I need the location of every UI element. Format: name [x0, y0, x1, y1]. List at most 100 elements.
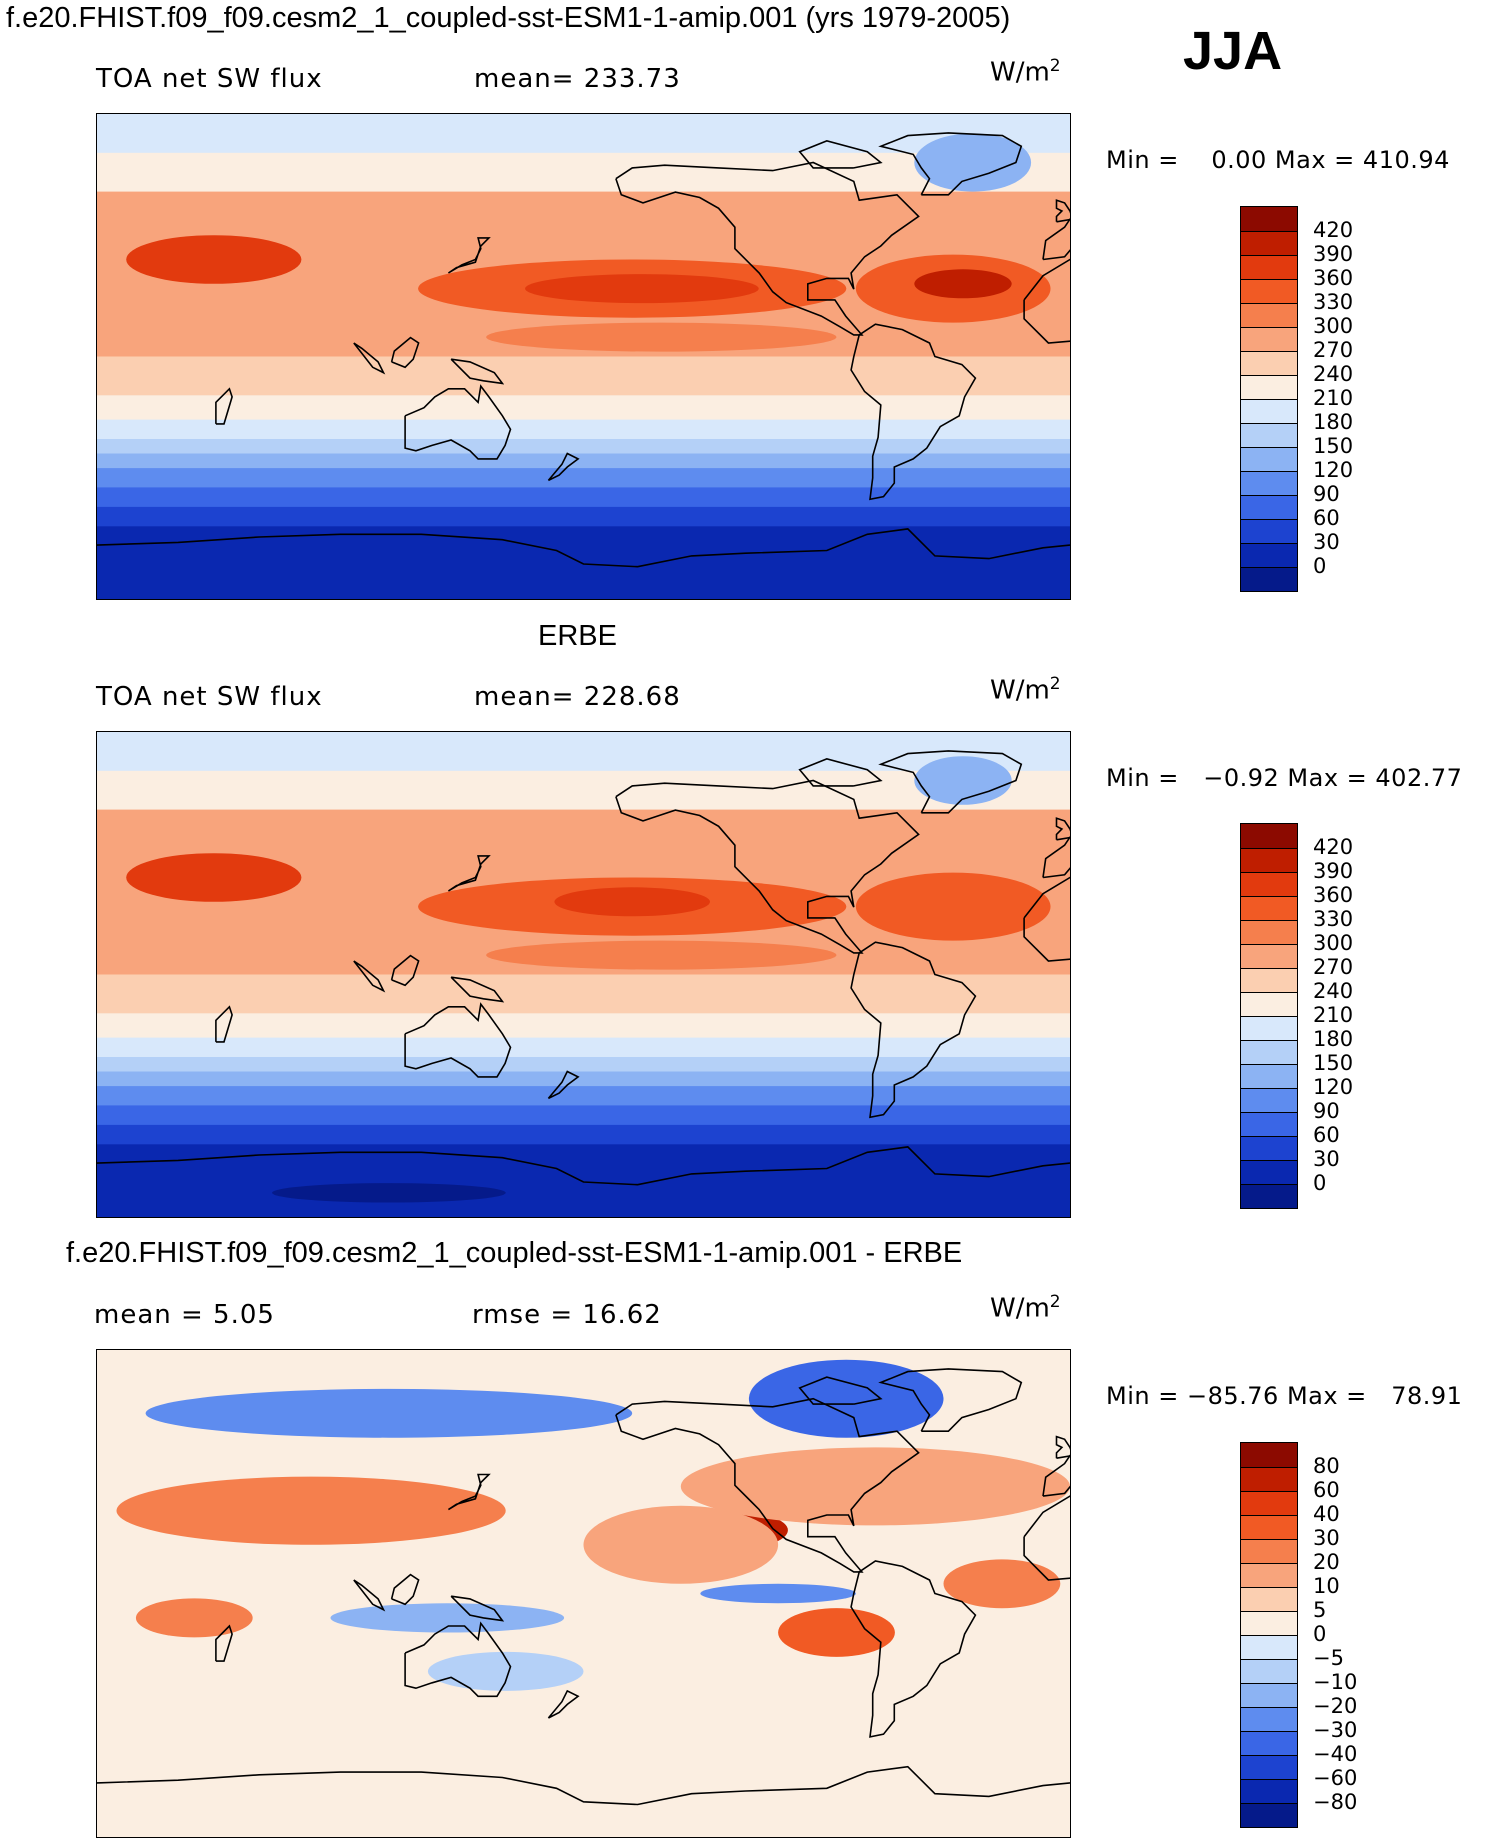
colorbar-tick-label: 10 — [1313, 1574, 1340, 1598]
colorbar: 420 390 360 330 300 270 240 210 180 150 120 90 60 30 0 — [1240, 823, 1353, 1209]
band-south-50 — [97, 468, 1070, 489]
colorbar-swatch — [1241, 519, 1297, 543]
coastline-greenland — [878, 132, 1023, 196]
colorbar-tick-label: 150 — [1313, 1051, 1354, 1075]
band-south-60 — [97, 1124, 1070, 1146]
min-max-readout: Min = 0.00 Max = 410.94 — [1106, 146, 1450, 174]
colorbar-tick-label: 0 — [1313, 1622, 1327, 1646]
colorbar-swatch — [1241, 1779, 1297, 1803]
canada-negative — [748, 1359, 944, 1438]
coastline-australia — [404, 1621, 512, 1698]
arctic-coast-negative — [145, 1388, 633, 1438]
colorbar-tick-label: 30 — [1313, 1147, 1340, 1171]
colorbar-swatch — [1241, 1160, 1297, 1184]
coastline-sumatra — [353, 960, 386, 993]
colorbar-tick-label: 20 — [1313, 1550, 1340, 1574]
colorbar-tick-label: 60 — [1313, 1478, 1340, 1502]
colorbar-swatch — [1241, 920, 1297, 944]
panel-title: ERBE — [538, 620, 617, 652]
coastline-uk — [1055, 199, 1070, 223]
colorbar-swatch — [1241, 848, 1297, 872]
colorbar-tick-label: 390 — [1313, 859, 1354, 883]
colorbar-tick-label: 90 — [1313, 482, 1340, 506]
colorbar-swatch — [1241, 279, 1297, 303]
colorbar-swatch — [1241, 872, 1297, 896]
colorbar-tick-label: 360 — [1313, 266, 1354, 290]
colorbar-swatch — [1241, 968, 1297, 992]
colorbar-swatch — [1241, 447, 1297, 471]
coastline-south-america — [850, 323, 977, 501]
coastline-borneo — [390, 954, 420, 987]
coastline-south-america — [850, 1560, 977, 1738]
panel-units: W/m2 — [990, 1292, 1061, 1324]
band-south-40 — [97, 439, 1070, 455]
colorbar-swatch — [1241, 471, 1297, 495]
band-south-45 — [97, 453, 1070, 470]
colorbar-swatch — [1241, 1587, 1297, 1611]
colorbar-swatch — [1241, 1659, 1297, 1683]
coastline-new-zealand — [547, 1689, 580, 1719]
coastline-uk — [1055, 1435, 1070, 1459]
colorbar-swatch — [1241, 207, 1297, 231]
colorbar-swatch — [1241, 1539, 1297, 1563]
band-arctic — [97, 732, 1070, 772]
panel-mean-label: mean= 228.68 — [474, 682, 681, 712]
colorbar-tick-label: 80 — [1313, 1454, 1340, 1478]
coastline-south-america — [850, 941, 977, 1119]
atlantic-high-absorption — [855, 872, 1051, 941]
colorbar-tick-label: 210 — [1313, 1003, 1354, 1027]
eurasia-positive — [116, 1476, 506, 1545]
colorbar-tick-label: 150 — [1313, 434, 1354, 458]
min-max-readout: Min = −85.76 Max = 78.91 — [1106, 1382, 1463, 1410]
colorbar-swatch — [1241, 1683, 1297, 1707]
itcz-band — [486, 322, 837, 352]
panel-variable-label: TOA net SW flux — [96, 64, 323, 94]
coastline-sumatra — [353, 1579, 386, 1612]
coastline-new-guinea — [450, 1595, 505, 1622]
colorbar-tick-label: 420 — [1313, 835, 1354, 859]
colorbar-tick-label: −80 — [1313, 1790, 1358, 1814]
colorbar-tick-label: 300 — [1313, 931, 1354, 955]
antarctic-min — [272, 1183, 506, 1203]
colorbar-tick-label: 360 — [1313, 883, 1354, 907]
min-max-readout: Min = −0.92 Max = 402.77 — [1106, 764, 1463, 792]
colorbar-tick-label: −10 — [1313, 1670, 1358, 1694]
band-south-55 — [97, 1105, 1070, 1126]
band-antarctic — [97, 1144, 1070, 1217]
colorbar-tick-label: 40 — [1313, 1502, 1340, 1526]
coastline-madagascar — [215, 387, 233, 425]
band-antarctic — [97, 526, 1070, 599]
colorbar-swatch — [1241, 375, 1297, 399]
coastline-japan — [447, 1473, 491, 1511]
colorbar-tick-label: −40 — [1313, 1742, 1358, 1766]
colorbar-tick-label: 180 — [1313, 410, 1354, 434]
colorbar: 420 390 360 330 300 270 240 210 180 150 120 90 60 30 0 — [1240, 206, 1353, 592]
colorbar-tick-label: 120 — [1313, 458, 1354, 482]
pacific-core — [554, 887, 710, 917]
panel-variable-label: TOA net SW flux — [96, 682, 323, 712]
band-south-45 — [97, 1071, 1070, 1088]
colorbar-swatch — [1241, 303, 1297, 327]
colorbar-swatch — [1241, 1184, 1297, 1208]
contour-map — [97, 1350, 1070, 1837]
colorbar-swatch — [1241, 231, 1297, 255]
coastline-japan — [447, 237, 491, 274]
panel-mean-label: mean = 5.05 — [94, 1300, 275, 1330]
colorbar-tick-label: 300 — [1313, 314, 1354, 338]
coastline-new-guinea — [450, 976, 505, 1003]
coastline-sumatra — [353, 342, 386, 375]
coastline-arctic-islands — [798, 1376, 883, 1405]
colorbar-swatch — [1241, 1136, 1297, 1160]
colorbar-tick-label: 30 — [1313, 530, 1340, 554]
colorbar-tick-label: 210 — [1313, 386, 1354, 410]
equatorial-pacific-negative — [700, 1583, 856, 1604]
season-label: JJA — [1183, 21, 1283, 81]
colorbar-swatch — [1241, 495, 1297, 519]
colorbar-tick-label: −60 — [1313, 1766, 1358, 1790]
colorbar-tick-label: 270 — [1313, 338, 1354, 362]
colorbar-tick-label: −20 — [1313, 1694, 1358, 1718]
colorbar-tick-label: 120 — [1313, 1075, 1354, 1099]
colorbar-tick-label: −30 — [1313, 1718, 1358, 1742]
band-south-60 — [97, 506, 1070, 528]
colorbar-swatch — [1241, 1563, 1297, 1587]
